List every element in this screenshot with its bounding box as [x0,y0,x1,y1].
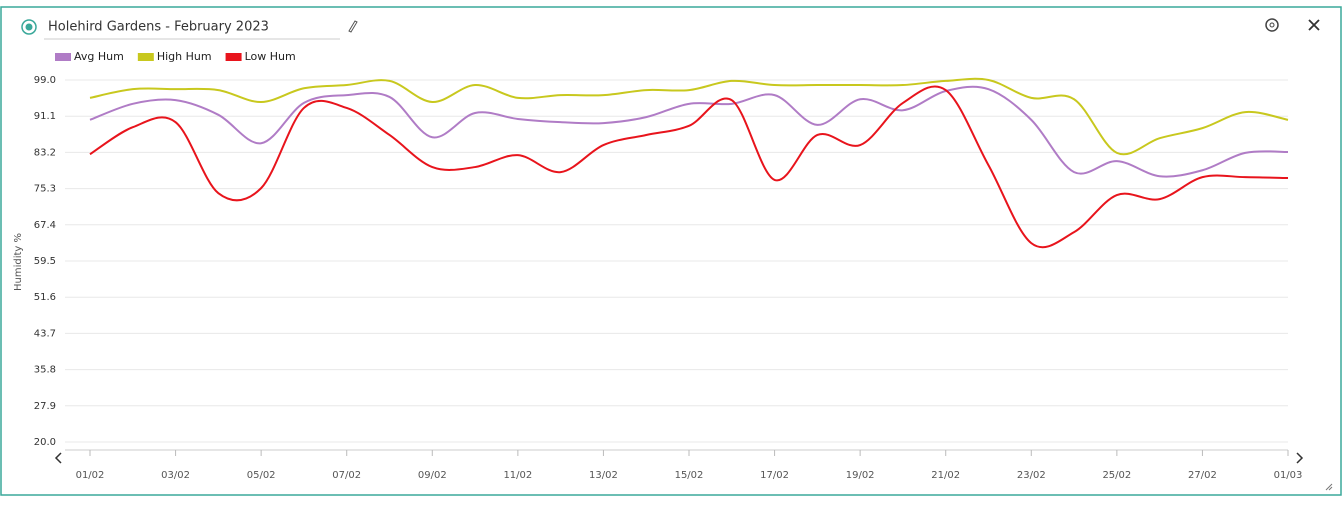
x-tick-label: 23/02 [1017,470,1046,481]
edit-icon[interactable] [348,20,358,33]
x-tick-label: 15/02 [675,470,704,481]
series-line [89,85,1289,249]
y-tick-label: 43.7 [34,328,56,339]
x-tick-label: 11/02 [503,470,532,481]
scroll-right[interactable] [1296,452,1304,464]
x-tick-label: 25/02 [1102,470,1131,481]
y-tick-label: 59.5 [34,256,56,267]
settings-icon[interactable] [1265,18,1279,32]
y-tick-label: 67.4 [34,220,56,231]
x-tick-label: 01/02 [76,470,105,481]
y-tick-label: 91.1 [34,111,56,122]
series-line [89,85,1289,178]
legend-swatch [137,53,154,61]
y-tick-label: 20.0 [34,437,56,448]
y-axis-title: Humidity % [13,233,24,291]
y-tick-label: 99.0 [34,75,56,86]
resize-handle[interactable] [1325,483,1333,491]
close-icon[interactable] [1308,19,1320,31]
x-tick-label: 21/02 [931,470,960,481]
x-tick-label: 13/02 [589,470,618,481]
x-tick-label: 17/02 [760,470,789,481]
status-icon [21,19,37,35]
y-tick-label: 75.3 [34,184,56,195]
legend-label: Avg Hum [74,50,124,63]
scroll-left[interactable] [54,452,62,464]
y-tick-label: 35.8 [34,365,56,376]
x-tick-label: 27/02 [1188,470,1217,481]
gear-inner[interactable] [1269,22,1275,28]
x-tick-label: 01/03 [1274,470,1303,481]
panel [0,6,1342,496]
y-tick-label: 51.6 [34,292,56,303]
legend-swatch [225,53,242,61]
y-tick-label: 27.9 [34,401,56,412]
x-tick-label: 07/02 [332,470,361,481]
chart-title: Holehird Gardens - February 2023 [48,20,269,35]
x-tick-label: 03/02 [161,470,190,481]
y-tick-label: 83.2 [34,147,56,158]
status-dot [25,23,33,31]
series-line [89,77,1289,156]
x-tick-label: 09/02 [418,470,447,481]
legend-swatch [55,53,71,61]
legend-label: Low Hum [245,50,296,63]
x-tick-label: 05/02 [247,470,276,481]
x-tick-label: 19/02 [846,470,875,481]
legend-label: High Hum [157,50,212,63]
gear-outer[interactable] [1265,18,1279,32]
